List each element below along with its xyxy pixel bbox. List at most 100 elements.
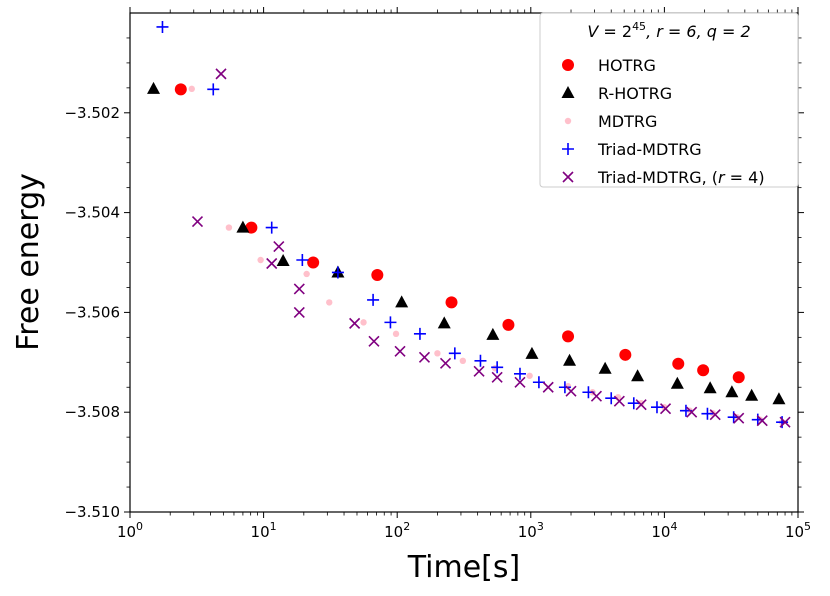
y-tick-label: −3.508 — [64, 403, 120, 421]
data-point — [619, 348, 632, 361]
data-point — [532, 376, 545, 389]
data-point — [514, 376, 526, 388]
data-point — [486, 327, 500, 340]
data-point — [245, 221, 258, 234]
data-point — [590, 390, 603, 402]
data-point — [434, 350, 441, 357]
data-point — [697, 364, 710, 377]
data-point — [368, 335, 380, 347]
legend-label: Triad-MDTRG — [597, 140, 702, 159]
data-point — [513, 367, 526, 380]
data-point — [307, 256, 320, 269]
legend-entry: MDTRG — [564, 112, 657, 131]
data-point — [236, 220, 250, 233]
data-point — [686, 406, 698, 418]
data-point — [598, 361, 612, 374]
legend-label: R-HOTRG — [598, 84, 672, 103]
data-point — [331, 266, 344, 279]
y-tick-label: −3.502 — [64, 104, 120, 122]
data-point — [413, 327, 426, 340]
data-point — [293, 306, 305, 318]
data-point — [437, 316, 451, 329]
data-point — [565, 385, 577, 397]
x-tick-label: 103 — [518, 520, 544, 541]
x-tick-label: 102 — [384, 520, 410, 541]
x-tick-label: 104 — [651, 520, 677, 541]
x-axis-label: Time[s] — [407, 550, 520, 585]
data-point — [733, 412, 745, 424]
legend-title: V = 245, r = 6, q = 2 — [587, 20, 750, 41]
data-point — [491, 361, 504, 374]
data-point — [445, 296, 458, 309]
y-tick-label: −3.510 — [64, 503, 120, 521]
data-point — [266, 257, 278, 270]
data-point — [525, 346, 539, 359]
legend: V = 245, r = 6, q = 2 HOTRG R-HOTRG MDTRG Tr… — [539, 12, 799, 188]
data-point — [395, 295, 409, 308]
data-point — [174, 83, 187, 96]
legend-entry: Triad-MDTRG — [562, 140, 702, 159]
data-point — [225, 224, 233, 231]
data-point — [745, 388, 759, 401]
data-point — [659, 403, 672, 415]
data-point — [776, 416, 789, 429]
legend-label: HOTRG — [598, 56, 656, 75]
data-point — [207, 83, 220, 96]
legend-entry: HOTRG — [562, 56, 656, 75]
legend-marker — [561, 86, 575, 98]
series-hotrg — [174, 83, 745, 384]
legend-marker — [562, 171, 574, 183]
data-point — [296, 254, 309, 267]
data-point — [448, 347, 461, 360]
data-point — [756, 415, 768, 427]
data-point — [670, 376, 684, 389]
x-axis: 100 101 102 103 104 105 — [117, 7, 811, 541]
data-point — [650, 401, 663, 414]
data-point — [384, 316, 397, 329]
data-markers — [147, 20, 791, 429]
data-point — [631, 369, 645, 382]
data-point — [265, 221, 278, 234]
legend-marker — [564, 117, 572, 125]
data-point — [613, 395, 625, 407]
series-r-hotrg — [147, 81, 786, 405]
data-point — [502, 318, 515, 331]
data-point — [439, 357, 452, 369]
data-point — [349, 317, 361, 329]
y-axis: −3.510 −3.508 −3.506 −3.504 −3.502 — [64, 37, 804, 521]
data-point — [303, 270, 310, 278]
legend-label: MDTRG — [598, 112, 657, 131]
data-point — [156, 20, 169, 33]
data-point — [563, 353, 577, 366]
data-point — [215, 68, 227, 80]
data-point — [276, 254, 290, 267]
data-point — [725, 385, 739, 398]
data-point — [147, 81, 161, 94]
y-tick-label: −3.504 — [64, 204, 120, 222]
legend-entry: Triad-MDTRG, (r = 4) — [562, 168, 765, 187]
data-point — [558, 381, 571, 394]
data-point — [672, 357, 685, 370]
data-point — [188, 85, 195, 93]
data-point — [779, 416, 791, 428]
data-point — [367, 293, 380, 306]
data-point — [273, 240, 285, 253]
legend-marker — [562, 59, 574, 71]
data-point — [701, 407, 714, 420]
data-point — [709, 409, 721, 421]
data-point — [473, 365, 485, 377]
series-mdtrg — [188, 85, 786, 426]
legend-label: Triad-MDTRG, (r = 4) — [597, 168, 765, 187]
data-point — [474, 354, 487, 367]
data-point — [360, 319, 367, 326]
data-point — [562, 330, 575, 343]
data-point — [703, 381, 717, 394]
data-point — [542, 381, 554, 393]
x-tick-label: 105 — [785, 520, 811, 541]
y-tick-label: −3.506 — [64, 303, 120, 321]
data-point — [418, 351, 431, 363]
data-point — [526, 372, 533, 379]
data-point — [293, 283, 305, 295]
data-point — [326, 299, 333, 306]
data-point — [637, 400, 645, 407]
